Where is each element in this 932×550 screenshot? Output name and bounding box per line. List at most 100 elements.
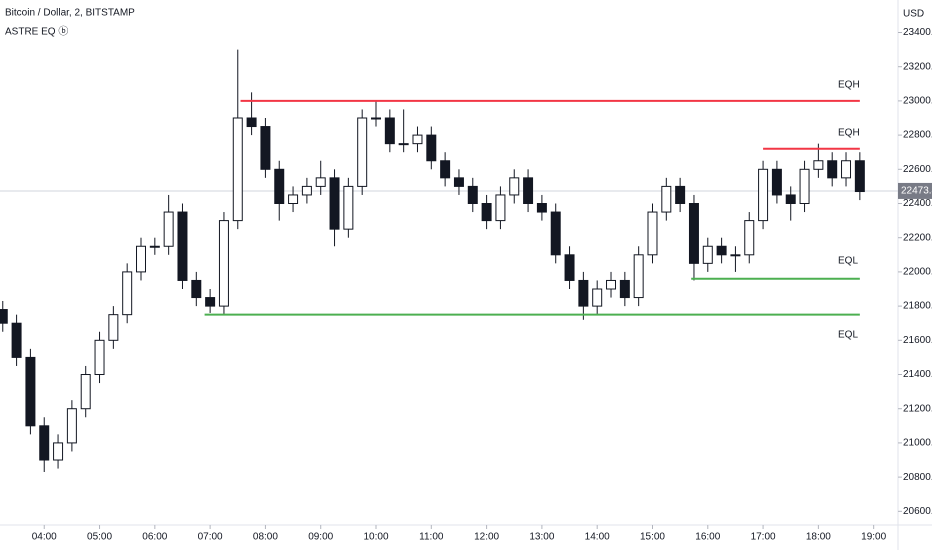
candle-body	[329, 177, 340, 230]
candle-body	[426, 134, 437, 162]
y-tick-label: 21800.00	[903, 301, 932, 312]
currency: USD	[903, 9, 924, 20]
x-tick-label: 10:00	[363, 532, 388, 543]
x-tick-label: 18:00	[806, 532, 831, 543]
candle-body	[619, 279, 630, 299]
candle-body	[136, 245, 146, 273]
candle-body	[785, 194, 796, 205]
candle-body	[371, 117, 382, 120]
chart-title: Bitcoin / Dollar, 2, BITSTAMP	[5, 8, 135, 19]
candle-body	[758, 168, 769, 222]
candle-body	[122, 271, 133, 316]
candle-body	[509, 177, 520, 196]
y-tick-label: 22200.00	[903, 232, 932, 243]
candle-body	[827, 160, 838, 179]
y-tick-label: 21200.00	[903, 403, 932, 414]
x-tick-label: 11:00	[419, 532, 444, 543]
candle-body	[80, 374, 91, 410]
candle-body	[730, 254, 741, 257]
candle-body	[536, 203, 547, 213]
candle-body	[606, 279, 617, 290]
candle-body	[592, 288, 603, 307]
candle-body	[274, 168, 285, 205]
candle-body	[260, 126, 271, 170]
level-label: EQL	[838, 255, 858, 266]
candle-body	[799, 168, 810, 205]
candle-body	[11, 322, 22, 358]
x-tick-label: 07:00	[198, 532, 223, 543]
x-tick-label: 04:00	[32, 532, 57, 543]
candle-body	[675, 185, 686, 205]
candle-body	[53, 442, 64, 461]
candle-body	[357, 117, 368, 187]
candle-body	[744, 220, 755, 256]
candle-body	[412, 134, 423, 145]
candle-body	[398, 143, 409, 146]
x-tick-label: 13:00	[529, 532, 554, 543]
y-tick-label: 22400.00	[903, 198, 932, 209]
candle-body	[0, 309, 8, 324]
candle-body	[578, 279, 589, 307]
y-tick-label: 23400.00	[903, 27, 932, 38]
candle-body	[716, 245, 727, 256]
candle-body	[495, 194, 506, 222]
candle-body	[205, 297, 216, 307]
candle-body	[661, 185, 672, 213]
candle-body	[813, 160, 824, 170]
x-tick-label: 17:00	[751, 532, 776, 543]
candle-body	[384, 117, 395, 145]
x-tick-label: 15:00	[640, 532, 665, 543]
candle-body	[163, 211, 174, 247]
x-tick-label: 08:00	[253, 532, 278, 543]
candle-body	[66, 408, 77, 444]
candle-body	[453, 177, 464, 187]
y-tick-label: 20800.00	[903, 472, 932, 483]
candle-body	[108, 314, 119, 341]
candle-body	[149, 245, 160, 248]
y-tick-label: 21600.00	[903, 335, 932, 346]
candle-body	[94, 339, 105, 376]
candle-body	[191, 279, 202, 299]
candle-body	[481, 203, 492, 222]
candle-body	[246, 117, 257, 128]
candle-body	[467, 185, 478, 205]
candle-body	[564, 254, 575, 281]
candle-body	[771, 168, 782, 196]
y-tick-label: 23000.00	[903, 96, 932, 107]
candle-body	[841, 160, 852, 179]
level-label: EQH	[838, 80, 860, 91]
candle-body	[315, 177, 326, 187]
indicator-name: ASTRE EQ ⓑ	[5, 26, 68, 38]
y-tick-label: 23200.00	[903, 61, 932, 72]
x-tick-label: 06:00	[142, 532, 167, 543]
candle-body	[177, 211, 188, 281]
candle-body	[301, 185, 312, 196]
y-tick-label: 21000.00	[903, 438, 932, 449]
candle-body	[702, 245, 713, 264]
y-tick-label: 21400.00	[903, 369, 932, 380]
last-price-tag	[898, 182, 932, 199]
y-tick-label: 22000.00	[903, 267, 932, 278]
x-tick-label: 14:00	[585, 532, 610, 543]
candle-body	[25, 356, 36, 427]
x-tick-label: 09:00	[308, 532, 333, 543]
candle-body	[633, 254, 644, 299]
candle-body	[440, 160, 451, 179]
y-tick-label: 22800.00	[903, 130, 932, 141]
x-tick-label: 12:00	[474, 532, 499, 543]
level-label: EQH	[838, 127, 860, 138]
candle-body	[647, 211, 658, 256]
candle-body	[39, 425, 50, 461]
last-price-label: 22473.47	[901, 186, 932, 197]
candle-body	[232, 117, 243, 222]
candle-body	[288, 194, 299, 205]
x-tick-label: 05:00	[87, 532, 112, 543]
x-tick-label: 19:00	[861, 532, 886, 543]
x-tick-label: 16:00	[695, 532, 720, 543]
y-tick-label: 22600.00	[903, 164, 932, 175]
level-label: EQL	[838, 329, 858, 340]
candle-body	[218, 220, 229, 307]
